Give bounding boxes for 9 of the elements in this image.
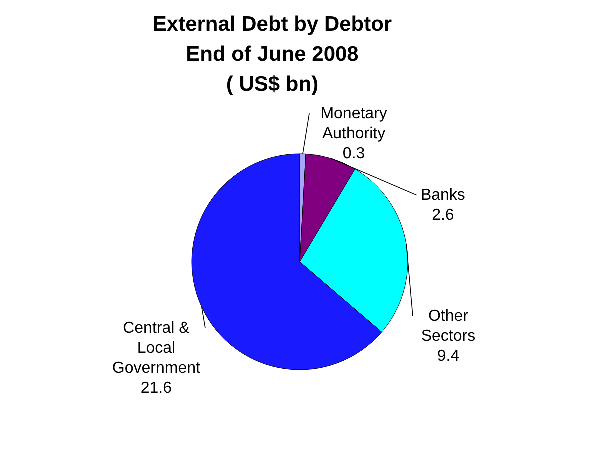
data-label: 2.6 xyxy=(432,207,454,224)
slice-label: Banks xyxy=(420,187,466,204)
data-label: 0.3 xyxy=(342,146,366,163)
slice-label: Central & Local Government xyxy=(112,320,202,377)
slice-label: Monetary Authority xyxy=(320,106,388,143)
data-label: 9.4 xyxy=(437,348,460,366)
chart-title: External Debt by Debtor End of June 2008 ( US$ bn) xyxy=(152,13,392,96)
slice-label: Other Sectors xyxy=(421,308,476,346)
data-label: 21.6 xyxy=(140,380,172,397)
